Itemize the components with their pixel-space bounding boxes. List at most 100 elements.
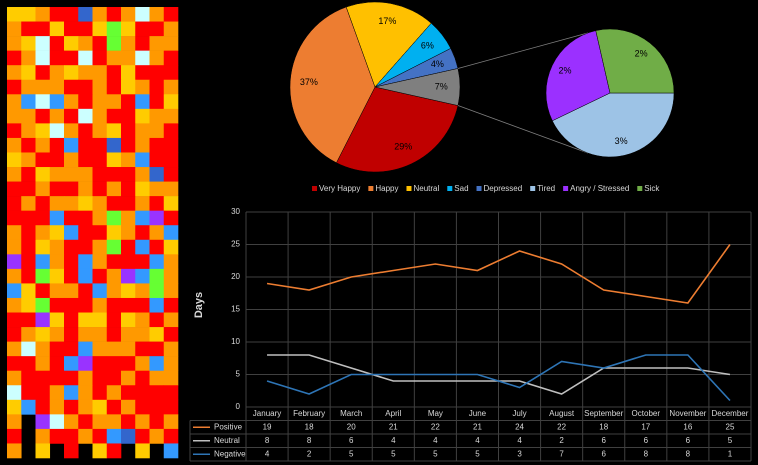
legend-label: Negative bbox=[214, 449, 246, 458]
day-cell bbox=[121, 50, 136, 66]
day-cell bbox=[163, 414, 179, 430]
day-cell bbox=[106, 36, 122, 51]
day-cell bbox=[64, 21, 79, 37]
day-cell bbox=[64, 327, 79, 342]
day-cell bbox=[35, 79, 51, 95]
day-cell bbox=[121, 414, 136, 430]
day-cell bbox=[49, 385, 65, 401]
day-cell bbox=[35, 225, 51, 241]
day-cell bbox=[92, 297, 108, 313]
day-cell bbox=[78, 399, 93, 415]
day-cell bbox=[21, 65, 36, 81]
day-cell bbox=[92, 79, 108, 95]
day-cell bbox=[21, 327, 36, 342]
day-cell bbox=[163, 443, 179, 459]
table-value: 4 bbox=[391, 436, 396, 445]
day-cell bbox=[163, 167, 179, 182]
x-category-label: December bbox=[712, 409, 749, 418]
day-cell bbox=[121, 65, 136, 81]
y-tick-label: 10 bbox=[231, 337, 240, 346]
day-cell bbox=[49, 181, 65, 197]
pie-slice bbox=[289, 6, 376, 164]
day-cell bbox=[35, 21, 51, 37]
day-cell bbox=[78, 254, 93, 270]
day-cell bbox=[21, 268, 36, 284]
day-cell bbox=[64, 312, 79, 328]
day-cell bbox=[21, 385, 36, 401]
day-cell bbox=[135, 312, 150, 328]
day-cell bbox=[163, 297, 179, 313]
day-cell bbox=[21, 254, 36, 270]
day-cell bbox=[64, 428, 79, 444]
day-cell bbox=[78, 225, 93, 241]
day-cell bbox=[21, 152, 36, 168]
day-cell bbox=[35, 94, 51, 110]
day-cell bbox=[135, 399, 150, 415]
day-cell bbox=[149, 36, 165, 51]
day-cell bbox=[21, 356, 36, 372]
day-cell bbox=[149, 181, 165, 197]
day-cell bbox=[149, 167, 165, 182]
day-cell bbox=[7, 152, 22, 168]
day-cell bbox=[78, 341, 93, 357]
day-cell bbox=[135, 254, 150, 270]
day-cell bbox=[135, 196, 150, 211]
day-cell bbox=[7, 65, 22, 81]
table-value: 6 bbox=[601, 436, 606, 445]
day-cell bbox=[64, 370, 79, 386]
day-cell bbox=[64, 36, 79, 51]
day-cell bbox=[106, 312, 122, 328]
day-cell bbox=[92, 94, 108, 110]
day-cell bbox=[49, 428, 65, 444]
day-cell bbox=[149, 268, 165, 284]
y-tick-label: 0 bbox=[236, 402, 241, 411]
day-cell bbox=[78, 312, 93, 328]
day-cell bbox=[163, 356, 179, 372]
day-cell bbox=[121, 167, 136, 182]
day-cell bbox=[106, 443, 122, 459]
table-value: 3 bbox=[517, 449, 522, 458]
day-cell bbox=[121, 239, 136, 255]
day-cell bbox=[92, 428, 108, 444]
day-cell bbox=[21, 297, 36, 313]
day-cell bbox=[92, 21, 108, 37]
day-cell bbox=[78, 79, 93, 95]
day-cell bbox=[106, 108, 122, 124]
day-cell bbox=[149, 297, 165, 313]
table-value: 8 bbox=[307, 436, 312, 445]
table-value: 21 bbox=[389, 422, 398, 431]
series-line bbox=[266, 244, 731, 304]
day-cell bbox=[149, 356, 165, 372]
day-cell bbox=[64, 123, 79, 139]
day-cell bbox=[106, 268, 122, 284]
day-cell bbox=[121, 385, 136, 401]
day-cell bbox=[121, 21, 136, 37]
day-cell bbox=[106, 399, 122, 415]
day-cell bbox=[78, 36, 93, 51]
day-cell bbox=[78, 210, 93, 226]
day-cell bbox=[106, 7, 122, 22]
day-cell bbox=[92, 50, 108, 66]
table-value: 4 bbox=[433, 436, 438, 445]
day-cell bbox=[64, 341, 79, 357]
day-cell bbox=[64, 254, 79, 270]
day-cell bbox=[149, 123, 165, 139]
day-cell bbox=[78, 7, 93, 22]
legend-label: Very Happy bbox=[319, 184, 360, 193]
day-cell bbox=[121, 181, 136, 197]
day-cell bbox=[149, 385, 165, 401]
day-cell bbox=[135, 36, 150, 51]
legend-label: Sad bbox=[454, 184, 468, 193]
y-axis-title: Days bbox=[193, 292, 205, 318]
day-cell bbox=[149, 152, 165, 168]
day-cell bbox=[21, 370, 36, 386]
day-cell bbox=[135, 356, 150, 372]
day-cell bbox=[135, 341, 150, 357]
legend-swatch bbox=[476, 186, 482, 191]
day-cell bbox=[49, 414, 65, 430]
day-cell bbox=[78, 268, 93, 284]
day-cell bbox=[92, 370, 108, 386]
day-cell bbox=[78, 428, 93, 444]
table-value: 16 bbox=[683, 422, 692, 431]
